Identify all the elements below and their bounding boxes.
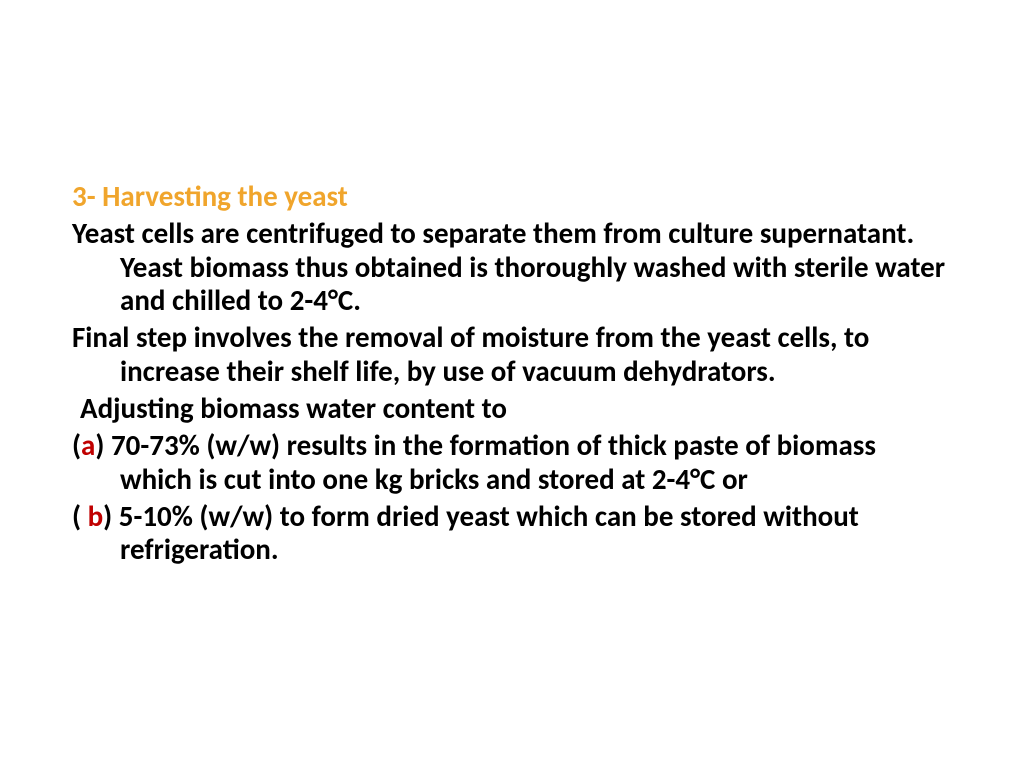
- paragraph-2: Final step involves the removal of moist…: [72, 321, 952, 388]
- paren-open: (: [72, 498, 88, 534]
- paragraph-3: Adjusting biomass water content to: [72, 392, 952, 425]
- paragraph-1: Yeast cells are centrifuged to separate …: [72, 217, 952, 317]
- paren-open: (: [72, 427, 81, 463]
- paren-close: ): [103, 498, 119, 534]
- paren-close: ): [95, 427, 111, 463]
- slide: 3- Harvesting the yeast Yeast cells are …: [0, 0, 1024, 768]
- list-item-b: ( b) 5-10% (w/w) to form dried yeast whi…: [72, 500, 952, 567]
- label-a: a: [81, 427, 95, 463]
- list-item-a: (a) 70-73% (w/w) results in the formatio…: [72, 429, 952, 496]
- item-a-text: 70-73% (w/w) results in the formation of…: [111, 427, 876, 496]
- item-b-text: 5-10% (w/w) to form dried yeast which ca…: [119, 498, 859, 567]
- section-heading: 3- Harvesting the yeast: [72, 180, 952, 213]
- label-b: b: [88, 498, 104, 534]
